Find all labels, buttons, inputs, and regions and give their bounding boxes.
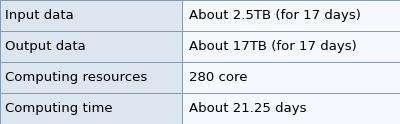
Text: Computing resources: Computing resources <box>5 71 147 84</box>
Text: 280 core: 280 core <box>189 71 248 84</box>
Bar <box>0 0 182 31</box>
Text: About 17TB (for 17 days): About 17TB (for 17 days) <box>189 40 357 53</box>
Bar <box>182 0 400 31</box>
Bar <box>0 93 182 124</box>
Bar <box>0 31 182 62</box>
Bar <box>182 93 400 124</box>
Text: Output data: Output data <box>5 40 86 53</box>
Text: About 21.25 days: About 21.25 days <box>189 102 307 115</box>
Text: About 2.5TB (for 17 days): About 2.5TB (for 17 days) <box>189 9 361 22</box>
Bar <box>0 62 182 93</box>
Bar <box>182 31 400 62</box>
Bar <box>182 62 400 93</box>
Text: Computing time: Computing time <box>5 102 112 115</box>
Text: Input data: Input data <box>5 9 74 22</box>
